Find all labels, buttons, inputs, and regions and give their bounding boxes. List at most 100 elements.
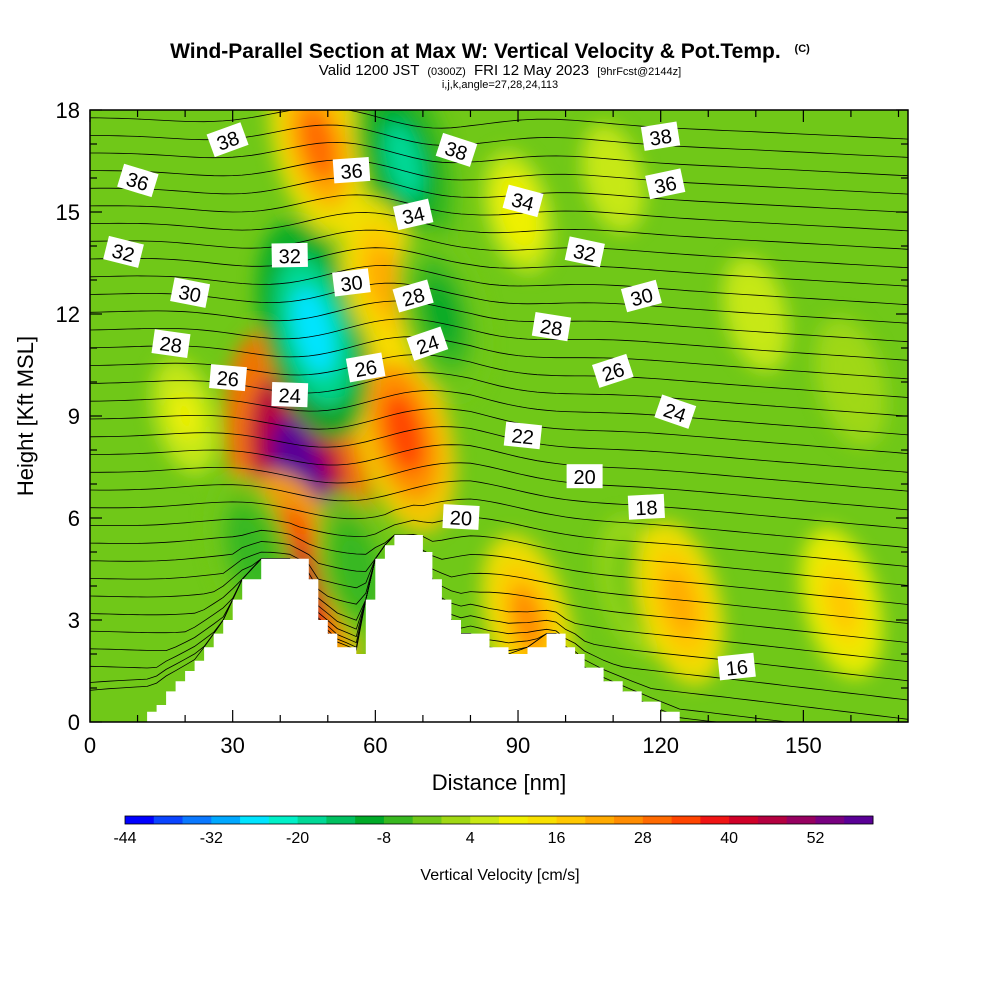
isentrope-line — [90, 534, 908, 682]
colorbar-swatch — [556, 816, 586, 824]
isentrope-line — [90, 534, 908, 701]
isentrope-line — [90, 534, 908, 720]
contour-label: 26 — [345, 352, 386, 383]
y-tick-label: 3 — [68, 608, 80, 633]
plot-area: 3836323028262432363026342824383432282220… — [90, 110, 908, 722]
y-tick-label: 15 — [56, 200, 80, 225]
isentrope-line — [90, 336, 908, 380]
colorbar-tick-label: -8 — [377, 830, 391, 847]
contour-labels: 3836323028262432363026342824383432282220… — [103, 121, 756, 681]
isentrope-line — [90, 176, 908, 213]
contour-label: 22 — [503, 421, 543, 449]
colorbar-tick-label: 16 — [548, 830, 566, 847]
chart-subtitle: Valid 1200 JST (0300Z) FRI 12 May 2023 [… — [319, 62, 681, 79]
contour-label: 28 — [531, 311, 572, 342]
y-tick-label: 18 — [56, 98, 80, 123]
contour-label: 36 — [645, 168, 686, 200]
isentrope-line — [90, 229, 908, 269]
velocity-feature — [581, 122, 646, 234]
chart-indices: i,j,k,angle=27,28,24,113 — [442, 79, 558, 91]
colorbar-tick-label: -20 — [286, 830, 309, 847]
contour-label: 32 — [103, 235, 144, 268]
contour-label-text: 26 — [353, 357, 379, 383]
contour-label: 18 — [627, 493, 665, 520]
subtitle-forecast: [9hrFcst@2144z] — [597, 66, 681, 78]
colorbar-tick-label: 4 — [466, 830, 475, 847]
contour-label-text: 30 — [339, 272, 364, 297]
isentrope-line — [90, 534, 908, 624]
title-main-sup: (C) — [795, 43, 811, 55]
isentrope-line — [90, 282, 908, 324]
colorbar-swatch — [153, 816, 184, 824]
colorbar-swatch — [499, 816, 529, 824]
contour-label-text: 38 — [648, 126, 673, 151]
contour-label-text: 18 — [635, 497, 658, 520]
colorbar-swatch — [671, 816, 701, 824]
colorbar-tick-label: 52 — [807, 830, 825, 847]
colorbar-swatch — [729, 816, 759, 824]
x-tick-label: 30 — [220, 733, 244, 758]
x-axis-label: Distance [nm] — [432, 770, 567, 795]
colorbar-swatch — [125, 816, 155, 824]
contour-label: 32 — [564, 236, 605, 268]
contour-label-text: 20 — [573, 467, 595, 489]
contour-label: 16 — [717, 652, 756, 681]
subtitle-utc: (0300Z) — [427, 66, 466, 78]
isentrope-line — [90, 212, 908, 250]
contour-label: 38 — [206, 122, 249, 158]
title-main-text: Wind-Parallel Section at Max W: Vertical… — [170, 40, 781, 63]
isentrope-line — [90, 141, 908, 177]
isentrope-line — [90, 247, 908, 287]
contour-label-text: 28 — [158, 333, 183, 358]
colorbar-swatch — [585, 816, 615, 824]
contour-label: 32 — [271, 242, 308, 268]
isentrope-line — [90, 462, 908, 511]
velocity-feature — [151, 357, 219, 475]
isentrope-line — [90, 110, 908, 140]
colorbar-tick-label: 40 — [720, 830, 738, 847]
isentrope-line — [90, 480, 908, 530]
contour-label: 28 — [392, 279, 434, 313]
colorbar-swatch — [527, 816, 558, 824]
isentrope-line — [90, 529, 908, 586]
velocity-feature — [814, 316, 888, 448]
contour-label-text: 32 — [110, 240, 137, 267]
colorbar-swatch — [297, 816, 327, 824]
terrain — [90, 535, 908, 722]
y-tick-label: 12 — [56, 302, 80, 327]
x-tick-label: 120 — [642, 733, 679, 758]
colorbar-title: Vertical Velocity [cm/s] — [420, 867, 579, 884]
isentrope-line — [90, 516, 908, 567]
colorbar-swatch — [441, 816, 471, 824]
contour-label-text: 32 — [278, 246, 301, 268]
colorbar-swatch — [470, 816, 500, 824]
isentrope-line — [90, 300, 908, 343]
contour-label-text: 16 — [725, 656, 749, 680]
isentrope-line — [90, 534, 908, 663]
colorbar-swatch — [614, 816, 644, 824]
x-tick-label: 0 — [84, 733, 96, 758]
x-tick-label: 60 — [363, 733, 387, 758]
contour-label-text: 26 — [216, 368, 240, 392]
colorbar-swatch — [786, 816, 816, 824]
contour-label: 26 — [209, 364, 247, 392]
isentrope-line — [90, 498, 908, 548]
colorbar-swatch — [383, 816, 414, 824]
contour-label-text: 22 — [510, 425, 534, 449]
contour-label: 20 — [442, 504, 480, 531]
contour-label-text: 28 — [538, 316, 563, 341]
isentrope-line — [90, 408, 908, 454]
y-tick-label: 6 — [68, 506, 80, 531]
velocity-feature — [635, 520, 724, 686]
isentrope-line — [90, 444, 908, 492]
colorbar-swatch — [815, 816, 845, 824]
y-axis-label: Height [Kft MSL] — [13, 336, 38, 496]
colorbar-swatch — [182, 816, 212, 824]
colorbar-swatch — [268, 816, 299, 824]
colorbar-swatch — [700, 816, 730, 824]
contour-label-text: 36 — [340, 160, 364, 183]
contour-label: 34 — [392, 198, 434, 231]
colorbar-tick-label: 28 — [634, 830, 652, 847]
isentrope-line — [90, 534, 908, 605]
